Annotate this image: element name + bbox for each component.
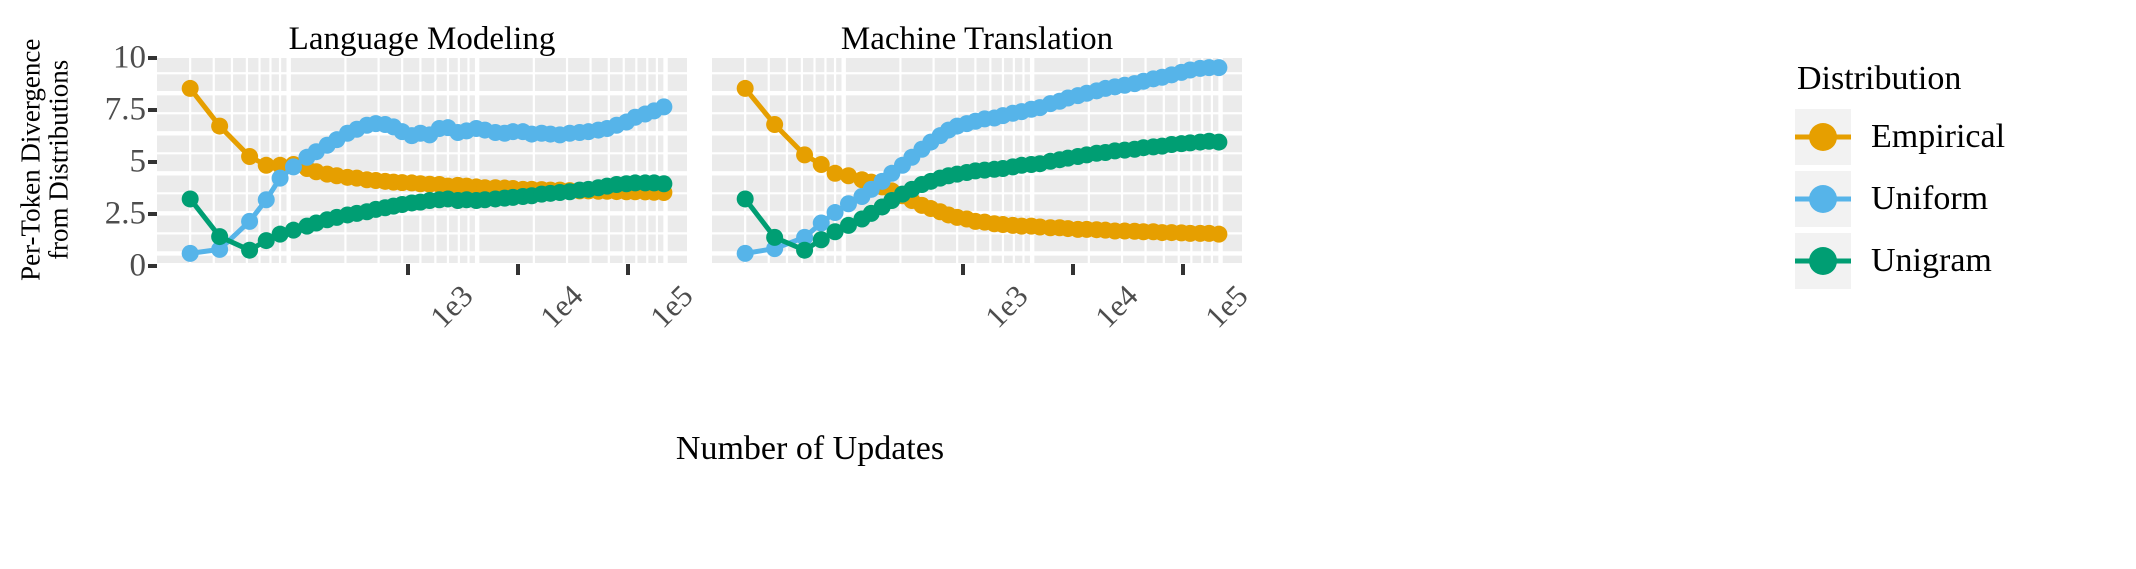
legend-title: Distribution: [1797, 60, 1962, 97]
y-tick-mark-7-5: [148, 108, 157, 112]
legend: Distribution Empirical Uniform Unigram: [1795, 60, 2125, 292]
y-tick-mark-0: [148, 264, 157, 268]
y-tick-mark-10: [148, 56, 157, 60]
x-tick-label-a-1e3: 1e3: [423, 278, 480, 335]
legend-label-unigram: Unigram: [1871, 242, 1992, 279]
y-tick-mark-2-5: [148, 212, 157, 216]
y-tick-mark-5: [148, 160, 157, 164]
facet-title-machine-translation: Machine Translation: [840, 20, 1114, 57]
legend-key-unigram: [1795, 233, 1851, 289]
x-tick-label-a-1e5: 1e5: [643, 278, 700, 335]
facet-panel-machine-translation: [712, 58, 1242, 263]
x-tick-mark-b-1e3: [961, 264, 965, 275]
legend-key-uniform: [1795, 171, 1851, 227]
x-tick-mark-b-1e4: [1071, 264, 1075, 275]
legend-item-empirical[interactable]: Empirical: [1795, 106, 2125, 168]
x-tick-mark-a-1e4: [516, 264, 520, 275]
y-tick-label-10: 10: [113, 39, 146, 76]
y-tick-label-2-5: 2.5: [104, 195, 146, 232]
x-axis-title-text: Number of Updates: [675, 430, 945, 467]
legend-dot-unigram: [1809, 247, 1837, 275]
y-axis-tick-labels: 0 2.5 5 7.5 10: [84, 40, 147, 284]
x-tick-label-b-1e5: 1e5: [1198, 278, 1255, 335]
y-tick-label-0: 0: [129, 247, 147, 284]
y-axis-title-line1: Per-Token Divergence: [15, 38, 46, 282]
legend-label-uniform: Uniform: [1871, 180, 1989, 217]
legend-item-unigram[interactable]: Unigram: [1795, 230, 2125, 292]
facet-panel-language-modeling: [157, 58, 687, 263]
legend-dot-uniform: [1809, 185, 1837, 213]
x-tick-label-a-1e4: 1e4: [533, 278, 590, 335]
legend-key-empirical: [1795, 109, 1851, 165]
y-axis-title: Per-Token Divergence from Distributions: [0, 0, 90, 320]
x-tick-mark-a-1e3: [406, 264, 410, 275]
x-tick-mark-b-1e5: [1181, 264, 1185, 275]
legend-label-empirical: Empirical: [1871, 118, 2006, 155]
legend-item-uniform[interactable]: Uniform: [1795, 168, 2125, 230]
x-tick-label-b-1e4: 1e4: [1088, 278, 1145, 335]
facet-title-language-modeling: Language Modeling: [288, 20, 556, 57]
x-axis-title: Number of Updates: [0, 430, 1790, 468]
x-tick-label-b-1e3: 1e3: [978, 278, 1035, 335]
x-tick-mark-a-1e5: [626, 264, 630, 275]
legend-dot-empirical: [1809, 123, 1837, 151]
y-tick-label-5: 5: [129, 143, 147, 180]
y-axis-title-line2: from Distributions: [43, 59, 74, 261]
y-tick-label-7-5: 7.5: [104, 91, 146, 128]
